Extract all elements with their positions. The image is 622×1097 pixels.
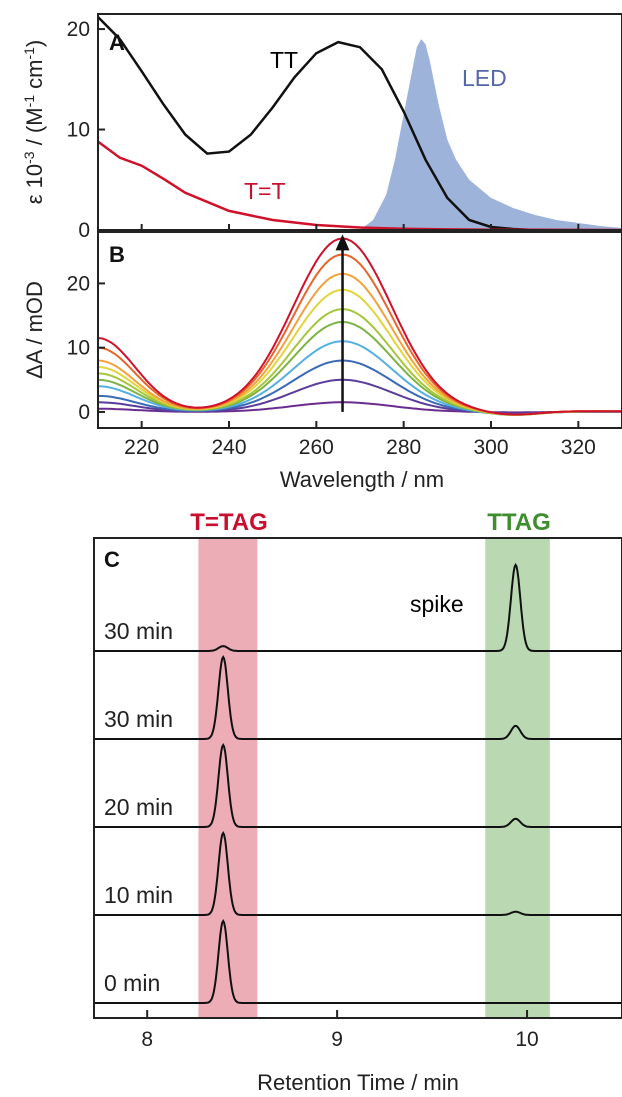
panel-b-x-ticks: 220 240 260 280 300 320 [124, 224, 596, 459]
panel-a-y-tick-label: 0 [78, 219, 90, 242]
trace-time-label: 20 min [104, 794, 173, 820]
difference-spectrum-line [97, 320, 622, 416]
ylabel-exp3: -1 [21, 47, 37, 60]
trace-time-label: 30 min [104, 618, 173, 644]
led-label: LED [462, 65, 507, 91]
trace-time-label: 0 min [104, 970, 160, 996]
panel-c-x-tick-label: 9 [331, 1028, 343, 1051]
difference-spectrum-line [97, 272, 622, 416]
panel-a-y-ticks: 0 10 20 [67, 18, 105, 242]
panel-b: 0 10 20 220 240 260 280 300 320 B ΔA / mOD Wave… [22, 224, 622, 492]
panel-a-y-title: ε 10-3 / (M-1 cm-1) [21, 40, 47, 205]
trace-labels: 0 min 10 min 20 min 30 min 30 min [104, 618, 173, 996]
panel-a-letter: A [109, 30, 125, 55]
chromatogram-traces [94, 562, 622, 1004]
ylabel-mid2: cm [22, 60, 47, 95]
panel-c-frame [93, 537, 622, 1019]
chromatogram-line [94, 654, 622, 740]
panel-c-letter: C [104, 547, 120, 572]
panel-b-x-title: Wavelength / nm [280, 467, 444, 492]
panel-b-letter: B [109, 242, 125, 267]
ylabel-mid: / (M [22, 107, 47, 151]
ttag-band [485, 538, 550, 1018]
panel-a-y-tick-label: 20 [67, 18, 90, 41]
difference-spectrum-line [97, 253, 622, 416]
arrow-head-icon [335, 234, 350, 251]
panel-c-x-tick-label: 8 [141, 1028, 153, 1051]
panel-b-x-tick-label: 220 [124, 436, 159, 459]
trace-time-label: 10 min [104, 882, 173, 908]
difference-spectrum-line [97, 308, 622, 416]
trace-time-label: 30 min [104, 706, 173, 732]
tt-label: TT [270, 47, 298, 73]
panel-c: 8 9 10 C T=TAG TTAG spike 0 min 10 min 20 mi… [93, 509, 622, 1095]
t-t-label: T=T [244, 178, 286, 204]
panel-b-frame [97, 231, 622, 429]
panel-b-y-tick-label: 10 [67, 337, 90, 360]
chromatogram-line [94, 830, 622, 916]
panel-b-y-tick-label: 0 [78, 401, 90, 424]
difference-spectrum-line [97, 288, 622, 416]
ylabel-exp2: -1 [21, 95, 37, 108]
t-tag-label: T=TAG [190, 509, 268, 536]
tt-absorption-line [97, 16, 535, 232]
spike-label: spike [410, 591, 464, 617]
chromatogram-line [94, 742, 622, 828]
panel-c-x-ticks: 8 9 10 [141, 1010, 539, 1051]
panel-b-x-tick-label: 280 [386, 436, 421, 459]
difference-spectrum-line [97, 237, 622, 416]
difference-spectra [97, 237, 622, 416]
panel-c-x-title: Retention Time / min [257, 1070, 459, 1095]
panel-a-frame [97, 13, 622, 231]
panel-b-y-tick-label: 20 [67, 272, 90, 295]
chromatogram-line [94, 562, 622, 652]
t-t-dimer-absorption-line [97, 140, 622, 232]
ylabel-exp1: -3 [21, 151, 37, 164]
panel-b-x-tick-label: 240 [211, 436, 246, 459]
chromatogram-line [94, 918, 622, 1004]
ylabel-end: ) [22, 40, 47, 47]
ylabel-main: ε 10 [22, 164, 47, 204]
ttag-label: TTAG [487, 509, 551, 536]
panel-b-y-ticks: 0 10 20 [67, 272, 105, 424]
panel-c-x-tick-label: 10 [515, 1028, 538, 1051]
panel-b-x-tick-label: 300 [473, 436, 508, 459]
panel-b-x-tick-label: 260 [299, 436, 334, 459]
panel-b-x-tick-label: 320 [561, 436, 596, 459]
led-emission-area [360, 39, 622, 230]
panel-a-y-tick-label: 10 [67, 119, 90, 142]
panel-b-y-title: ΔA / mOD [22, 281, 47, 379]
